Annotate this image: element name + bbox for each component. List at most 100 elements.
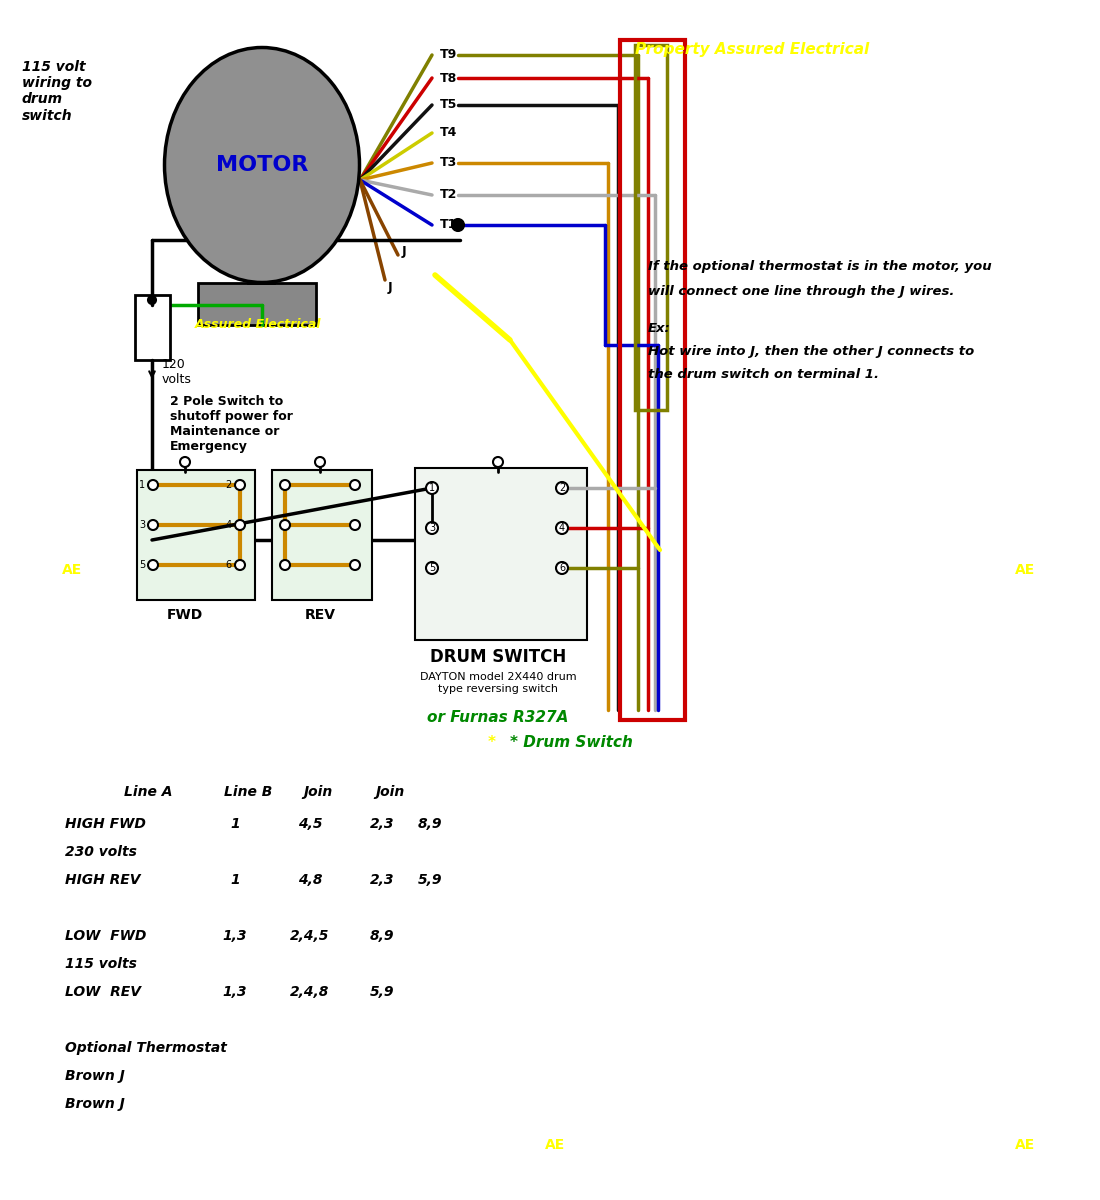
Text: 6: 6 — [559, 563, 565, 572]
Text: the drum switch on terminal 1.: the drum switch on terminal 1. — [648, 368, 879, 382]
Text: 1,3: 1,3 — [222, 929, 248, 943]
Text: or Furnas R327A: or Furnas R327A — [427, 710, 569, 725]
Text: 5,9: 5,9 — [418, 874, 442, 887]
Text: 5,9: 5,9 — [370, 985, 394, 998]
Bar — [248, 242, 274, 283]
Text: Optional Thermostat: Optional Thermostat — [65, 1040, 227, 1055]
Text: T4: T4 — [440, 126, 458, 139]
Text: J: J — [388, 282, 393, 294]
Text: 2: 2 — [226, 480, 232, 490]
Text: 230 volts: 230 volts — [65, 845, 136, 859]
Text: T9: T9 — [440, 48, 458, 61]
Bar — [138, 470, 255, 600]
Text: *: * — [488, 734, 496, 750]
Circle shape — [280, 480, 290, 490]
Text: T3: T3 — [440, 156, 458, 169]
Text: Hot wire into J, then the other J connects to: Hot wire into J, then the other J connec… — [648, 346, 975, 358]
Text: * Drum Switch: * Drum Switch — [510, 734, 632, 750]
Text: 2,4,5: 2,4,5 — [290, 929, 330, 943]
Text: 5: 5 — [139, 560, 145, 570]
Circle shape — [452, 218, 464, 230]
Text: HIGH REV: HIGH REV — [65, 874, 141, 887]
Text: Line B: Line B — [223, 785, 272, 799]
Text: LOW  REV: LOW REV — [65, 985, 141, 998]
Circle shape — [556, 522, 568, 534]
Circle shape — [148, 560, 158, 570]
Circle shape — [350, 520, 360, 530]
Text: 4,8: 4,8 — [298, 874, 322, 887]
Text: will connect one line through the J wires.: will connect one line through the J wire… — [648, 284, 955, 298]
Text: 2: 2 — [559, 482, 565, 493]
Text: Join: Join — [304, 785, 332, 799]
Text: 1: 1 — [230, 874, 240, 887]
Text: 1: 1 — [429, 482, 436, 493]
Text: 1: 1 — [139, 480, 145, 490]
Text: 1,3: 1,3 — [222, 985, 248, 998]
Bar — [135, 295, 170, 360]
Text: 115 volt
wiring to
drum
switch: 115 volt wiring to drum switch — [22, 60, 92, 122]
Bar — [635, 44, 667, 410]
Text: Line A: Line A — [123, 785, 173, 799]
Text: HIGH FWD: HIGH FWD — [65, 817, 146, 830]
Circle shape — [180, 457, 190, 467]
Circle shape — [280, 520, 290, 530]
Text: Ex:: Ex: — [648, 322, 671, 335]
Text: 2,3: 2,3 — [370, 874, 394, 887]
Circle shape — [148, 296, 156, 304]
Circle shape — [426, 482, 438, 494]
Text: 115 volts: 115 volts — [65, 958, 136, 971]
Text: 3: 3 — [139, 520, 145, 530]
Bar — [198, 283, 316, 325]
Text: REV: REV — [305, 608, 336, 622]
Text: 2,4,8: 2,4,8 — [290, 985, 330, 998]
Circle shape — [235, 480, 245, 490]
Text: 5: 5 — [429, 563, 436, 572]
Ellipse shape — [165, 48, 360, 282]
Text: 2 Pole Switch to
shutoff power for
Maintenance or
Emergency: 2 Pole Switch to shutoff power for Maint… — [170, 395, 293, 452]
Circle shape — [280, 560, 290, 570]
Text: T2: T2 — [440, 188, 458, 202]
Text: T1: T1 — [440, 218, 458, 232]
Text: 2,3: 2,3 — [370, 817, 394, 830]
Circle shape — [426, 562, 438, 574]
Text: Join: Join — [375, 785, 405, 799]
Text: J: J — [402, 245, 407, 258]
Circle shape — [350, 480, 360, 490]
Text: AE: AE — [1015, 1138, 1035, 1152]
Circle shape — [556, 562, 568, 574]
Text: 8,9: 8,9 — [370, 929, 394, 943]
Text: 4: 4 — [559, 523, 565, 533]
Text: DRUM SWITCH: DRUM SWITCH — [430, 648, 566, 666]
Bar — [620, 40, 685, 720]
Text: AE: AE — [1015, 563, 1035, 577]
Text: 3: 3 — [429, 523, 436, 533]
Text: If the optional thermostat is in the motor, you: If the optional thermostat is in the mot… — [648, 260, 991, 272]
Text: Brown J: Brown J — [65, 1069, 124, 1082]
Text: AE: AE — [62, 563, 82, 577]
Text: Brown J: Brown J — [65, 1097, 124, 1111]
Circle shape — [235, 520, 245, 530]
Text: 1: 1 — [230, 817, 240, 830]
Circle shape — [426, 522, 438, 534]
Text: DAYTON model 2X440 drum
type reversing switch: DAYTON model 2X440 drum type reversing s… — [420, 672, 576, 694]
Text: FWD: FWD — [167, 608, 204, 622]
Text: Property Assured Electrical: Property Assured Electrical — [635, 42, 869, 56]
Text: 120
volts: 120 volts — [162, 358, 191, 386]
Circle shape — [148, 520, 158, 530]
Text: AE: AE — [544, 1138, 565, 1152]
Text: 8,9: 8,9 — [418, 817, 442, 830]
Bar — [272, 470, 372, 600]
Circle shape — [235, 560, 245, 570]
Bar — [415, 468, 587, 640]
Text: 4: 4 — [226, 520, 232, 530]
Text: MOTOR: MOTOR — [216, 155, 308, 175]
Text: T5: T5 — [440, 98, 458, 112]
Text: T8: T8 — [440, 72, 458, 84]
Circle shape — [315, 457, 324, 467]
Text: Assured Electrical: Assured Electrical — [195, 318, 321, 331]
Text: 4,5: 4,5 — [298, 817, 322, 830]
Text: LOW  FWD: LOW FWD — [65, 929, 146, 943]
Circle shape — [493, 457, 503, 467]
Text: 6: 6 — [226, 560, 232, 570]
Circle shape — [556, 482, 568, 494]
